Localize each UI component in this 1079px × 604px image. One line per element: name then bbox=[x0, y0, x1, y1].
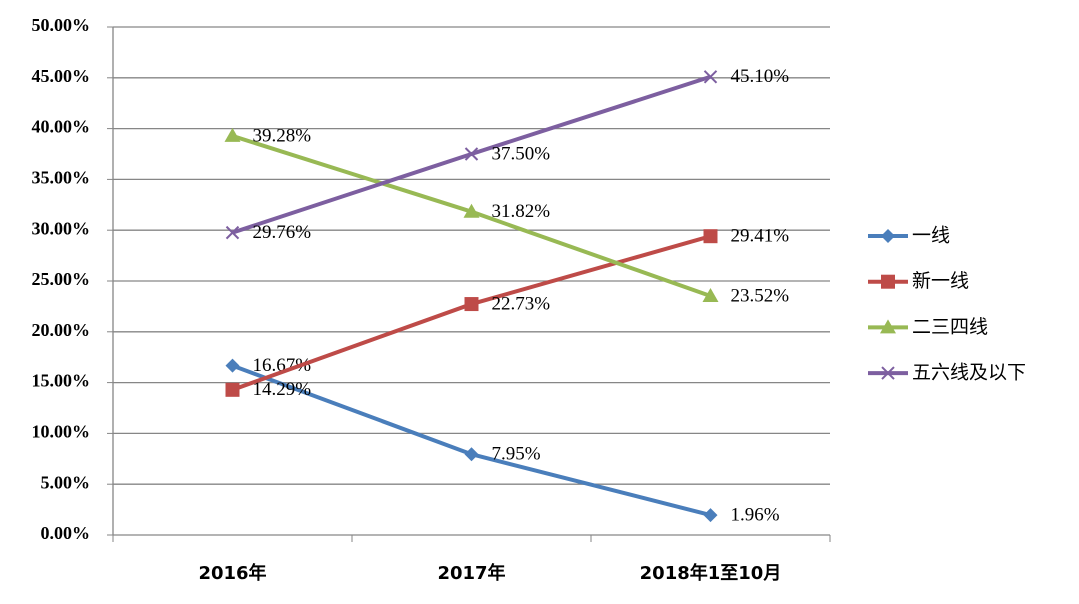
y-tick-label: 45.00% bbox=[32, 66, 91, 86]
marker bbox=[703, 508, 718, 523]
data-label: 39.28% bbox=[253, 125, 312, 146]
data-label: 22.73% bbox=[492, 293, 551, 314]
y-tick-label: 5.00% bbox=[41, 472, 91, 492]
x-tick-label: 2018年1至10月 bbox=[640, 562, 782, 584]
marker bbox=[881, 229, 895, 243]
x-tick-label: 2016年 bbox=[198, 562, 266, 584]
data-label: 14.29% bbox=[253, 379, 312, 400]
data-label: 23.52% bbox=[731, 285, 790, 306]
y-tick-label: 20.00% bbox=[32, 320, 91, 340]
marker bbox=[703, 70, 718, 84]
marker bbox=[463, 203, 480, 218]
marker bbox=[225, 382, 240, 397]
legend-label: 新一线 bbox=[912, 270, 969, 292]
marker bbox=[225, 358, 240, 373]
data-label: 7.95% bbox=[492, 444, 541, 465]
y-tick-label: 10.00% bbox=[32, 422, 91, 442]
y-tick-label: 40.00% bbox=[32, 117, 91, 137]
legend-label: 二三四线 bbox=[912, 316, 988, 338]
x-tick-label: 2017年 bbox=[437, 562, 505, 584]
marker bbox=[464, 447, 479, 462]
marker bbox=[225, 225, 240, 240]
y-tick-label: 15.00% bbox=[32, 371, 91, 391]
data-label: 16.67% bbox=[253, 355, 312, 376]
marker bbox=[464, 297, 479, 312]
data-label: 37.50% bbox=[492, 143, 551, 164]
marker bbox=[881, 366, 895, 380]
marker bbox=[880, 319, 896, 334]
y-tick-label: 50.00% bbox=[32, 15, 91, 35]
data-label: 31.82% bbox=[492, 201, 551, 222]
marker bbox=[224, 127, 241, 142]
y-tick-label: 30.00% bbox=[32, 218, 91, 238]
data-label: 45.10% bbox=[731, 66, 790, 87]
marker bbox=[881, 274, 895, 289]
y-tick-label: 25.00% bbox=[32, 269, 91, 289]
marker bbox=[464, 147, 479, 161]
data-label: 29.41% bbox=[731, 226, 790, 247]
marker bbox=[703, 229, 718, 244]
marker bbox=[702, 288, 719, 303]
y-tick-label: 0.00% bbox=[41, 523, 91, 543]
y-tick-label: 35.00% bbox=[32, 168, 91, 188]
data-label: 29.76% bbox=[253, 222, 312, 243]
legend-label: 一线 bbox=[912, 225, 950, 247]
legend-label: 五六线及以下 bbox=[912, 362, 1026, 384]
data-label: 1.96% bbox=[731, 504, 780, 525]
